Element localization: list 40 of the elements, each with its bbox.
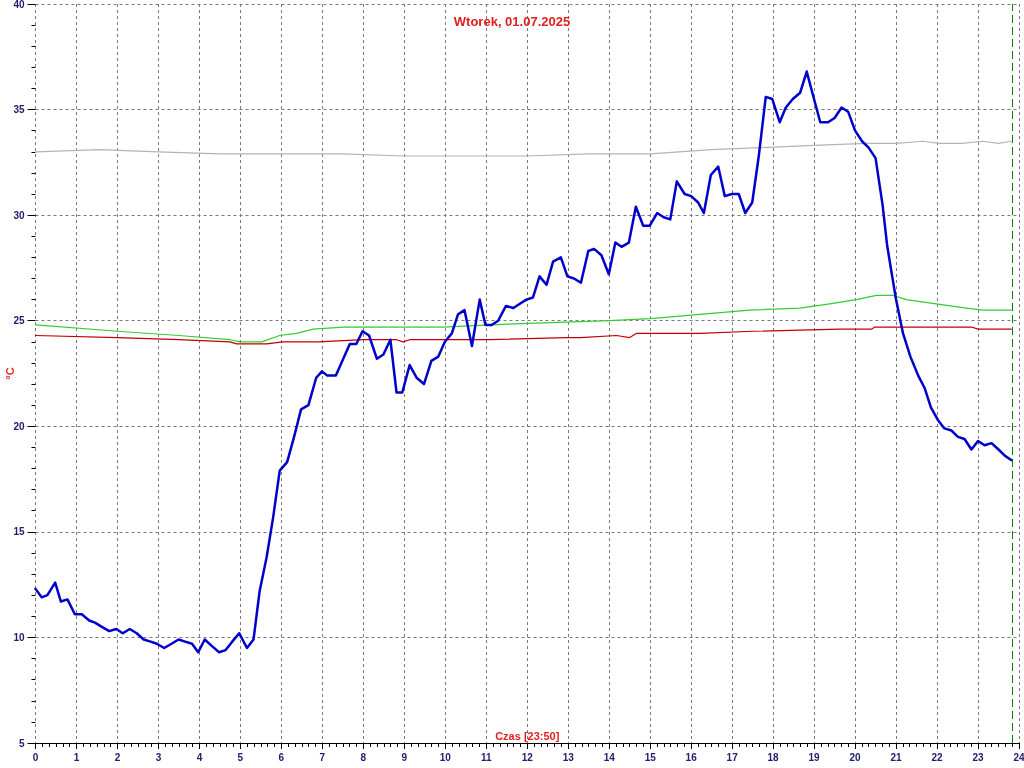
line-series xyxy=(34,140,1012,157)
y-tick-label: 10 xyxy=(13,631,25,643)
line-series xyxy=(34,294,1012,343)
x-tick-label: 10 xyxy=(439,751,452,763)
x-tick-label: 21 xyxy=(890,751,903,763)
x-tick-label: 18 xyxy=(767,751,780,763)
text: Wtorek, 01.07.2025 xyxy=(453,14,571,29)
x-tick-label: 8 xyxy=(360,751,367,763)
x-tick-label: 1 xyxy=(73,751,80,763)
x-tick-label: 23 xyxy=(972,751,985,763)
x-tick-label: 13 xyxy=(562,751,575,763)
x-tick-label: 12 xyxy=(521,751,534,763)
x-tick-label: 16 xyxy=(685,751,698,763)
x-tick-label: 20 xyxy=(849,751,862,763)
x-axis-title: Czas [23:50] xyxy=(495,729,560,742)
x-tick-label: 17 xyxy=(726,751,739,763)
x-tick-label: 3 xyxy=(155,751,162,763)
line-series xyxy=(34,326,1012,345)
x-tick-label: 14 xyxy=(603,751,616,763)
x-tick-label: 22 xyxy=(931,751,944,763)
x-tick-label: 0 xyxy=(32,751,39,763)
y-tick-label: 25 xyxy=(13,315,25,327)
x-tick-label: 19 xyxy=(808,751,821,763)
y-tick-label: 15 xyxy=(13,526,25,538)
y-tick-label: 20 xyxy=(13,420,25,432)
x-tick-label: 2 xyxy=(114,751,121,763)
x-tick-label: 24 xyxy=(1013,751,1024,763)
x-tick-label: 7 xyxy=(319,751,326,763)
x-tick-label: 6 xyxy=(278,751,285,763)
x-tick-label: 9 xyxy=(401,751,408,763)
y-tick-label: 40 xyxy=(13,0,25,10)
x-tick-label: 5 xyxy=(237,751,244,763)
line-series xyxy=(34,70,1013,654)
y-tick-label: 35 xyxy=(13,104,25,116)
x-tick-label: 4 xyxy=(196,751,203,763)
x-tick-label: 11 xyxy=(480,751,492,763)
y-axis-title: °C xyxy=(4,367,16,380)
x-tick-label: 15 xyxy=(644,751,657,763)
y-tick-label: 5 xyxy=(18,737,25,749)
y-tick-label: 30 xyxy=(13,209,25,221)
